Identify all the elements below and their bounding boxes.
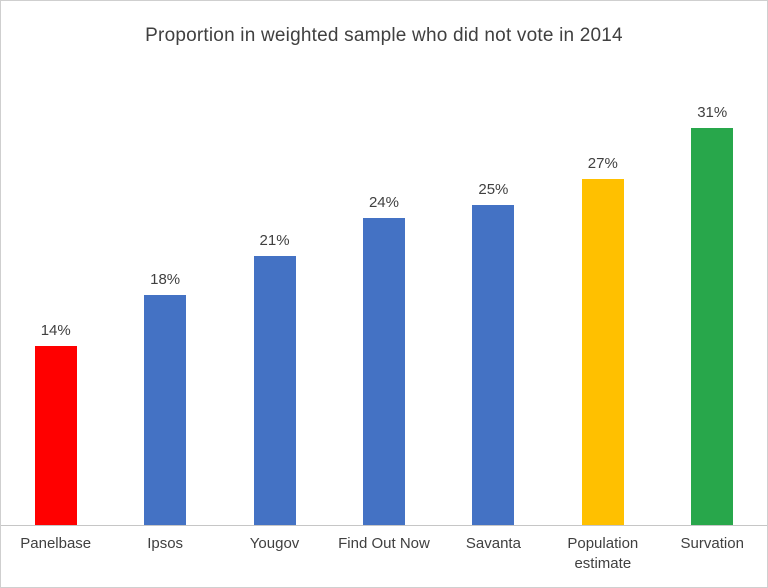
bar-value-label: 14% bbox=[40, 322, 71, 339]
bar-value-label: 31% bbox=[697, 104, 728, 121]
bar bbox=[362, 218, 405, 525]
x-axis-label: Savanta bbox=[465, 535, 521, 552]
chart-title: Proportion in weighted sample who did no… bbox=[145, 25, 623, 46]
x-axis-label: Find Out Now bbox=[338, 535, 430, 552]
bar-value-label: 25% bbox=[478, 181, 509, 198]
plot-area: 14% 18% 21% 24% 25% 27% 31% bbox=[1, 69, 767, 525]
bar-column: 14% bbox=[1, 322, 110, 525]
x-axis: Panelbase Ipsos Yougov Find Out Now Savanta P… bbox=[1, 525, 767, 587]
bar-value-label: 27% bbox=[587, 155, 618, 172]
bar bbox=[253, 256, 296, 525]
x-axis-label: Ipsos bbox=[147, 535, 184, 552]
x-axis-label: Survation bbox=[680, 535, 744, 552]
x-axis-label: Population estimate bbox=[567, 535, 639, 572]
bar-column: 18% bbox=[110, 271, 219, 525]
bar-column: 24% bbox=[329, 194, 438, 525]
bar-column: 27% bbox=[548, 155, 657, 525]
x-axis-label: Panelbase bbox=[20, 535, 92, 552]
bar-column: 21% bbox=[220, 232, 329, 525]
bar bbox=[472, 205, 515, 525]
x-axis-label: Yougov bbox=[249, 535, 300, 552]
bar-column: 25% bbox=[439, 181, 548, 525]
bar-column: 31% bbox=[658, 104, 767, 525]
bar-value-label: 24% bbox=[368, 194, 399, 211]
bar-value-label: 18% bbox=[150, 271, 181, 288]
bar-value-label: 21% bbox=[259, 232, 290, 249]
bar bbox=[34, 346, 77, 525]
bar bbox=[691, 128, 734, 525]
bar bbox=[144, 295, 187, 525]
bar bbox=[581, 179, 624, 525]
